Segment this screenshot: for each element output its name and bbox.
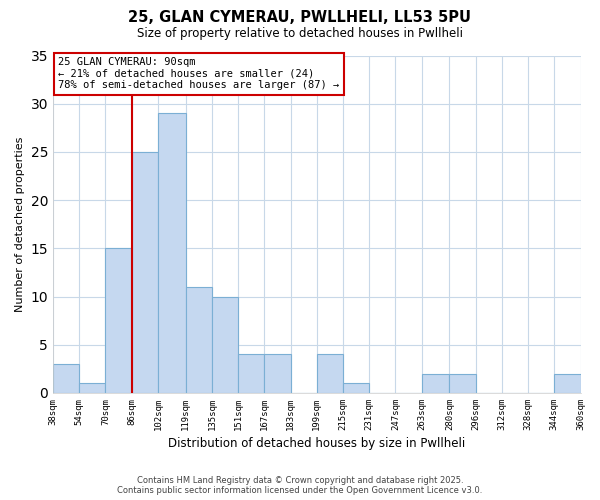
- Bar: [554, 374, 581, 393]
- Bar: [186, 287, 212, 393]
- Bar: [238, 354, 265, 393]
- Bar: [131, 152, 158, 393]
- Bar: [449, 374, 476, 393]
- Bar: [106, 248, 131, 393]
- Text: Size of property relative to detached houses in Pwllheli: Size of property relative to detached ho…: [137, 28, 463, 40]
- Bar: [422, 374, 449, 393]
- Bar: [79, 384, 106, 393]
- Bar: [317, 354, 343, 393]
- Text: Contains HM Land Registry data © Crown copyright and database right 2025.
Contai: Contains HM Land Registry data © Crown c…: [118, 476, 482, 495]
- Y-axis label: Number of detached properties: Number of detached properties: [15, 136, 25, 312]
- X-axis label: Distribution of detached houses by size in Pwllheli: Distribution of detached houses by size …: [168, 437, 466, 450]
- Bar: [158, 114, 186, 393]
- Bar: [53, 364, 79, 393]
- Bar: [265, 354, 290, 393]
- Bar: [343, 384, 369, 393]
- Text: 25, GLAN CYMERAU, PWLLHELI, LL53 5PU: 25, GLAN CYMERAU, PWLLHELI, LL53 5PU: [128, 10, 472, 25]
- Text: 25 GLAN CYMERAU: 90sqm
← 21% of detached houses are smaller (24)
78% of semi-det: 25 GLAN CYMERAU: 90sqm ← 21% of detached…: [58, 57, 340, 90]
- Bar: [212, 296, 238, 393]
